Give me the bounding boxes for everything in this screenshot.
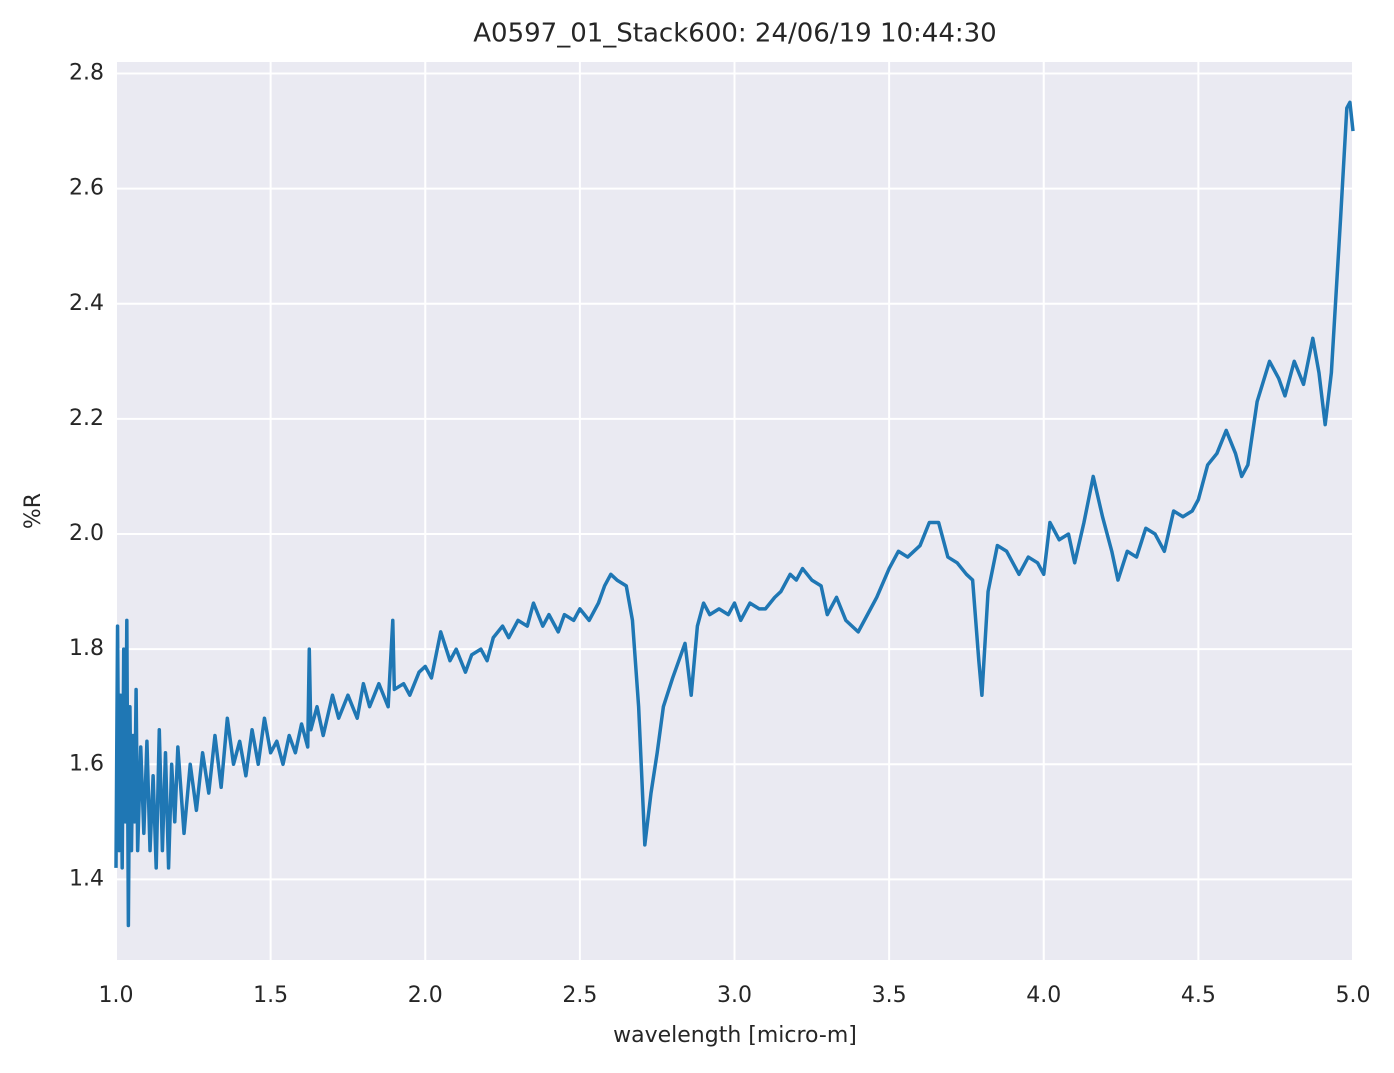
x-axis-label: wavelength [micro-m] xyxy=(613,1023,857,1048)
y-tick-label: 2.4 xyxy=(69,291,104,316)
y-tick-label: 1.4 xyxy=(69,866,104,891)
y-tick-label: 2.2 xyxy=(69,406,104,431)
data-line xyxy=(114,100,1355,928)
x-tick-label: 3.5 xyxy=(872,983,907,1008)
y-tick-label: 2.0 xyxy=(69,521,104,546)
y-tick-label: 1.8 xyxy=(69,636,104,661)
y-tick-label: 2.8 xyxy=(69,61,104,86)
y-tick-label: 2.6 xyxy=(69,176,104,201)
y-tick-label: 1.6 xyxy=(69,751,104,776)
x-tick-label: 4.0 xyxy=(1026,983,1061,1008)
x-tick-label: 1.5 xyxy=(253,983,288,1008)
chart-title: A0597_01_Stack600: 24/06/19 10:44:30 xyxy=(473,19,996,49)
x-tick-label: 1.0 xyxy=(99,983,134,1008)
x-tick-label: 4.5 xyxy=(1181,983,1216,1008)
x-tick-label: 3.0 xyxy=(717,983,752,1008)
y-axis-label: %R xyxy=(21,493,46,529)
x-tick-label: 2.0 xyxy=(408,983,443,1008)
x-tick-label: 2.5 xyxy=(562,983,597,1008)
x-tick-label: 5.0 xyxy=(1336,983,1371,1008)
